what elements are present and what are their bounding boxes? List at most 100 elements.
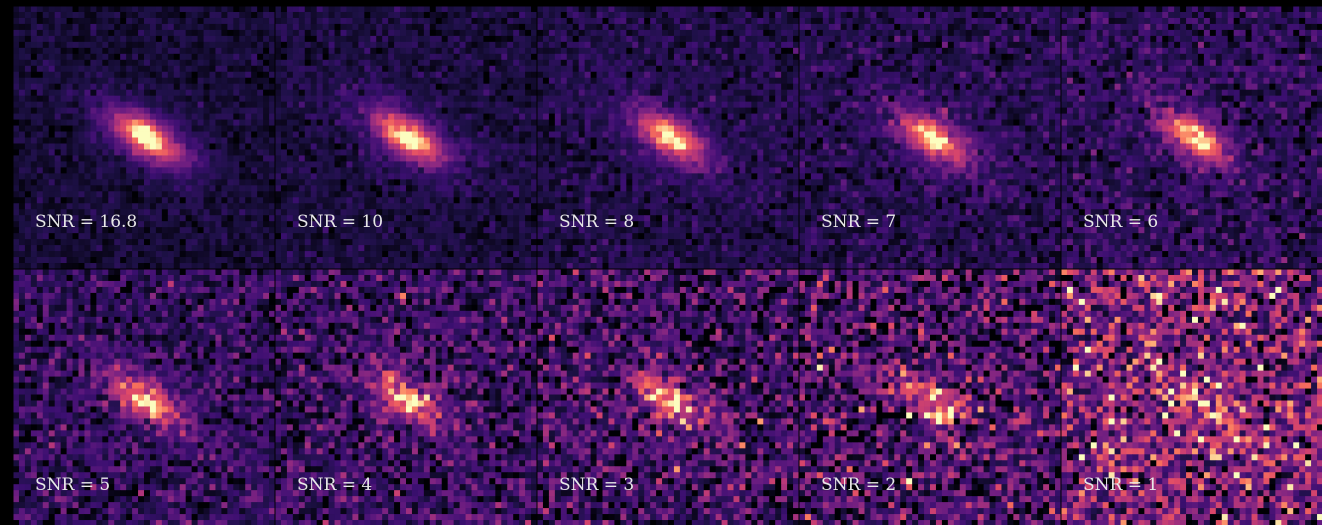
pixel	[198, 143, 204, 149]
pixel	[400, 54, 406, 60]
pixel	[483, 42, 489, 48]
pixel	[418, 245, 424, 251]
pixel	[67, 203, 73, 209]
pixel	[412, 72, 418, 78]
pixel	[519, 185, 525, 191]
pixel	[603, 114, 609, 120]
pixel	[430, 108, 436, 114]
pixel	[49, 132, 55, 138]
pixel	[644, 24, 650, 30]
pixel	[394, 12, 400, 18]
pixel	[162, 251, 168, 257]
pixel	[215, 120, 221, 126]
pixel	[198, 179, 204, 185]
pixel	[215, 257, 221, 263]
pixel	[734, 48, 740, 54]
pixel	[406, 90, 412, 96]
pixel	[168, 245, 174, 251]
pixel	[454, 215, 460, 221]
pixel	[114, 257, 120, 263]
pixel	[370, 263, 376, 269]
pixel	[567, 126, 573, 132]
pixel	[317, 84, 323, 90]
pixel	[597, 114, 603, 120]
pixel	[531, 167, 537, 173]
pixel	[138, 84, 144, 90]
pixel	[186, 227, 192, 233]
pixel	[43, 30, 49, 36]
pixel	[43, 263, 49, 269]
pixel	[96, 167, 102, 173]
pixel	[341, 173, 347, 179]
pixel	[49, 24, 55, 30]
pixel	[472, 215, 478, 221]
pixel	[90, 233, 96, 239]
pixel	[168, 102, 174, 108]
pixel	[454, 60, 460, 66]
pixel	[251, 197, 257, 203]
pixel	[591, 126, 597, 132]
pixel	[364, 149, 370, 155]
pixel	[555, 12, 561, 18]
pixel	[132, 233, 138, 239]
pixel	[787, 30, 793, 36]
pixel	[573, 90, 579, 96]
pixel	[329, 36, 335, 42]
panel-label: SNR = 10	[297, 212, 383, 232]
pixel	[162, 18, 168, 24]
pixel	[120, 179, 126, 185]
pixel	[501, 108, 507, 114]
pixel	[388, 60, 394, 66]
pixel	[614, 54, 620, 60]
pixel	[394, 84, 400, 90]
pixel	[346, 197, 352, 203]
pixel	[275, 42, 281, 48]
pixel	[180, 60, 186, 66]
pixel	[317, 102, 323, 108]
pixel	[323, 6, 329, 12]
pixel	[180, 12, 186, 18]
pixel	[585, 155, 591, 161]
pixel	[388, 72, 394, 78]
pixel	[281, 203, 287, 209]
pixel	[19, 42, 25, 48]
pixel	[757, 90, 763, 96]
pixel	[376, 191, 382, 197]
pixel	[233, 90, 239, 96]
pixel	[317, 90, 323, 96]
pixel	[483, 227, 489, 233]
pixel	[519, 102, 525, 108]
pixel	[150, 84, 156, 90]
pixel	[233, 138, 239, 144]
pixel	[579, 114, 585, 120]
pixel	[781, 90, 787, 96]
pixel	[472, 221, 478, 227]
pixel	[329, 149, 335, 155]
pixel	[174, 48, 180, 54]
pixel	[293, 66, 299, 72]
pixel	[210, 84, 216, 90]
pixel	[424, 126, 430, 132]
pixel	[424, 138, 430, 144]
pixel	[323, 263, 329, 269]
pixel	[13, 197, 19, 203]
pixel	[55, 155, 61, 161]
pixel	[174, 263, 180, 269]
pixel	[186, 42, 192, 48]
pixel	[192, 209, 198, 215]
pixel	[25, 138, 31, 144]
pixel	[180, 72, 186, 78]
pixel	[757, 96, 763, 102]
pixel	[406, 251, 412, 257]
pixel	[251, 155, 257, 161]
pixel	[394, 209, 400, 215]
pixel	[650, 114, 656, 120]
pixel	[43, 143, 49, 149]
pixel	[472, 102, 478, 108]
pixel	[96, 84, 102, 90]
pixel	[638, 132, 644, 138]
pixel	[710, 138, 716, 144]
pixel	[507, 215, 513, 221]
pixel	[739, 48, 745, 54]
pixel	[370, 84, 376, 90]
